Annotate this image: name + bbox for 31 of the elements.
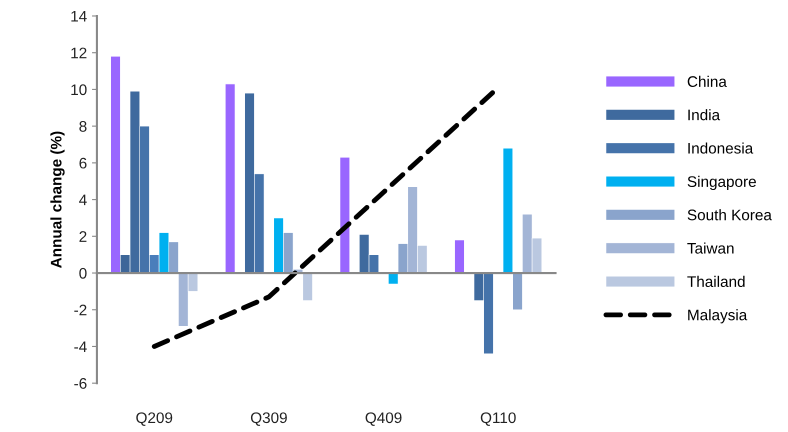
- bar: [225, 84, 236, 274]
- x-tick-label: Q309: [250, 412, 287, 426]
- y-tick-label: 10: [71, 84, 87, 96]
- bar: [512, 272, 523, 310]
- bar: [340, 157, 350, 274]
- y-tick-label: -2: [74, 304, 86, 316]
- legend-label: South Korea: [688, 209, 772, 220]
- y-tick-label: -4: [74, 341, 87, 352]
- y-tick-label: -6: [74, 378, 87, 389]
- y-tick-label: 12: [71, 48, 86, 58]
- bar: [302, 272, 313, 301]
- x-tick-label: Q110: [480, 412, 516, 426]
- legend-label: China: [688, 76, 727, 87]
- bar: [454, 240, 465, 274]
- y-tick-label: 8: [79, 121, 87, 132]
- x-tick-label: Q409: [366, 412, 402, 426]
- legend-label: Indonesia: [688, 142, 754, 154]
- legend-label: Thailand: [687, 276, 745, 288]
- y-tick-label: 6: [79, 158, 87, 169]
- y-tick-label: 14: [71, 11, 87, 22]
- y-tick-label: 4: [79, 194, 87, 206]
- x-tick-label: Q209: [136, 412, 172, 426]
- bar: [388, 272, 398, 284]
- y-tick-label: 0: [79, 268, 87, 279]
- legend-label: Singapore: [688, 176, 756, 190]
- y-axis-title: Annual change (%): [50, 132, 65, 268]
- legend-label: India: [688, 109, 720, 120]
- legend-label: Taiwan: [687, 242, 734, 254]
- y-tick-label: 2: [79, 231, 86, 242]
- legend-label: Malaysia: [688, 309, 748, 324]
- bar: [502, 148, 514, 274]
